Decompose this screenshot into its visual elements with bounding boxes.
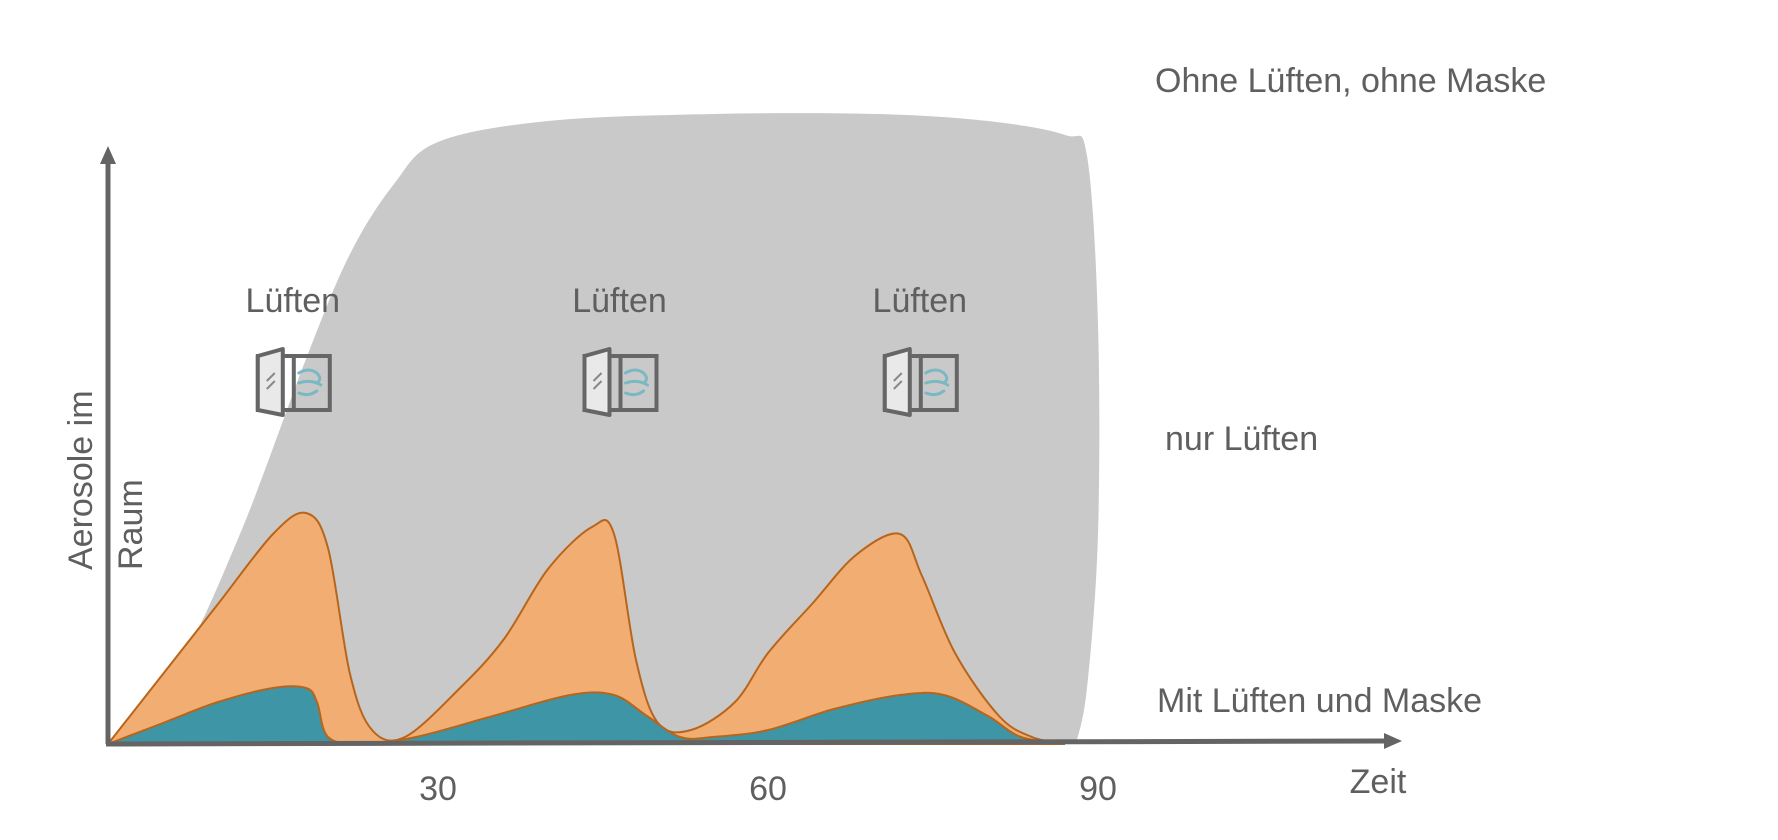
vent-annotation: Lüften xyxy=(572,282,667,417)
open-window-icon xyxy=(255,347,332,417)
series-label: Mit Lüften und Maske xyxy=(1157,682,1482,720)
x-axis xyxy=(105,738,1391,747)
vent-annotations: Lüften Lüften Lüften xyxy=(246,282,968,417)
x-axis-arrow-icon xyxy=(1384,733,1402,749)
axes xyxy=(100,146,1402,749)
x-tick-labels: 30 60 90 xyxy=(419,770,1117,808)
vent-label: Lüften xyxy=(246,282,341,320)
open-window-icon xyxy=(582,347,659,417)
y-axis-label-line-2: Raum xyxy=(112,479,150,570)
y-axis-arrow-icon xyxy=(100,146,116,164)
series-labels: Ohne Lüften, ohne Maske nur Lüften Mit Lüf… xyxy=(1155,62,1546,720)
x-tick-label: 60 xyxy=(749,770,787,808)
x-tick-label: 90 xyxy=(1079,770,1117,808)
series-area-3 xyxy=(107,685,1066,746)
vent-label: Lüften xyxy=(873,282,968,320)
series-label: nur Lüften xyxy=(1165,420,1318,458)
x-axis-label: Zeit xyxy=(1350,763,1407,801)
series-areas xyxy=(105,113,1100,746)
vent-annotation: Lüften xyxy=(873,282,968,417)
open-window-icon xyxy=(882,347,959,417)
vent-annotation: Lüften xyxy=(246,282,341,417)
series-label: Ohne Lüften, ohne Maske xyxy=(1155,62,1546,100)
y-axis-label: Aerosole im Raum xyxy=(62,381,150,570)
y-axis-label-line-1: Aerosole im xyxy=(62,390,100,570)
x-tick-label: 30 xyxy=(419,770,457,808)
vent-label: Lüften xyxy=(572,282,667,320)
series-area-2 xyxy=(105,511,1066,745)
